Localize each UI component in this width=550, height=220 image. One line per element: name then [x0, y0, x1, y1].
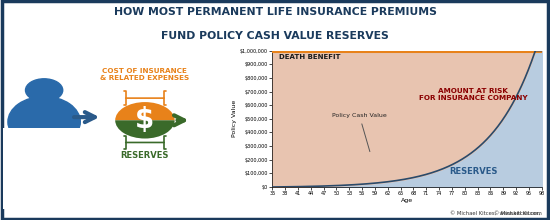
Text: RESERVES: RESERVES — [121, 151, 169, 160]
Text: PREMIUMS: PREMIUMS — [119, 185, 171, 194]
Text: © Michael Kitces,  www.kitces.com: © Michael Kitces, www.kitces.com — [450, 211, 542, 216]
Text: $: $ — [135, 106, 155, 134]
Bar — [3, 128, 261, 209]
Circle shape — [25, 79, 63, 102]
Text: RESERVES: RESERVES — [449, 167, 498, 176]
Wedge shape — [115, 102, 175, 120]
Text: HOW MOST PERMANENT LIFE INSURANCE PREMIUMS: HOW MOST PERMANENT LIFE INSURANCE PREMIU… — [113, 7, 437, 16]
Text: COST OF INSURANCE
& RELATED EXPENSES: COST OF INSURANCE & RELATED EXPENSES — [100, 68, 190, 81]
Text: DEATH BENEFIT: DEATH BENEFIT — [279, 54, 340, 60]
Text: POLICYOWNER: POLICYOWNER — [9, 185, 79, 194]
Y-axis label: Policy Value: Policy Value — [232, 100, 237, 138]
Ellipse shape — [8, 97, 80, 147]
Text: © Michael Kitces,: © Michael Kitces, — [494, 211, 542, 216]
Wedge shape — [115, 120, 175, 139]
Text: AMOUNT AT RISK
FOR INSURANCE COMPANY: AMOUNT AT RISK FOR INSURANCE COMPANY — [419, 88, 527, 101]
X-axis label: Age: Age — [401, 198, 413, 203]
Text: FUND POLICY CASH VALUE RESERVES: FUND POLICY CASH VALUE RESERVES — [161, 31, 389, 41]
Text: Policy Cash Value: Policy Cash Value — [332, 114, 387, 152]
